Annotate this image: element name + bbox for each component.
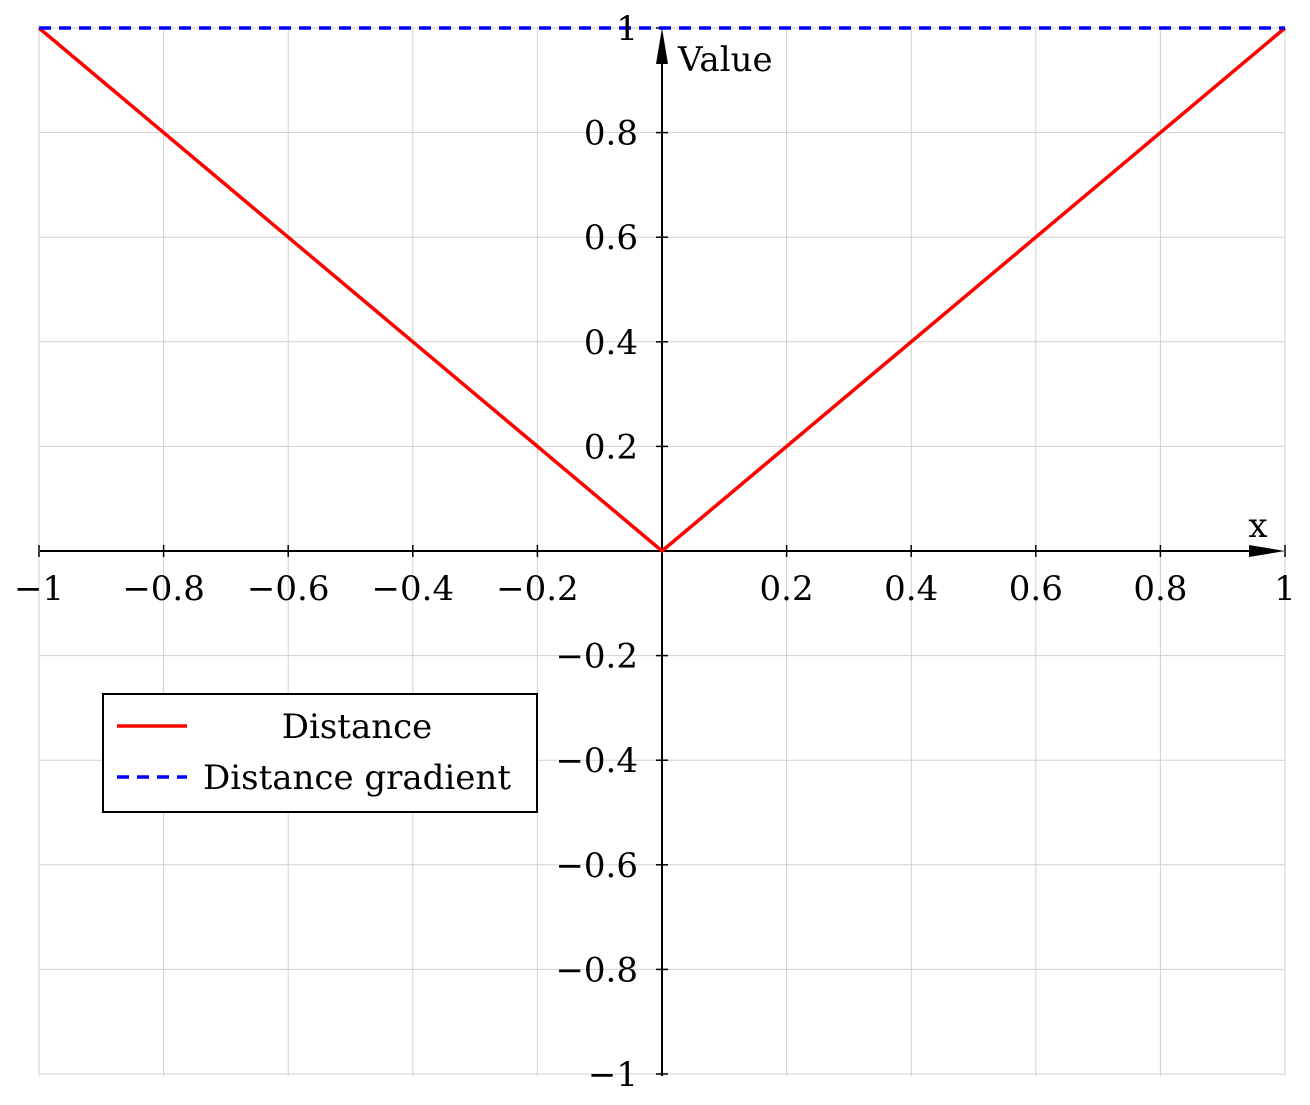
x-tick-label: −0.2	[496, 569, 579, 609]
x-tick-label: −0.8	[122, 569, 205, 609]
legend-label-1: Distance gradient	[203, 758, 511, 798]
y-axis-title: Value	[677, 40, 773, 80]
legend-label-0: Distance	[282, 707, 433, 747]
x-tick-label: 0.4	[884, 569, 938, 609]
x-tick-label: −0.4	[372, 569, 455, 609]
series	[37, 26, 1287, 553]
x-tick-label: 0.8	[1133, 569, 1187, 609]
legend: Distance Distance gradient	[102, 693, 538, 813]
y-tick-label: −0.6	[555, 846, 638, 886]
y-tick-label: −0.2	[555, 637, 638, 677]
y-axis-arrow-icon	[656, 28, 668, 64]
x-tick-label: 1	[1274, 569, 1296, 609]
x-tick-label: −0.6	[247, 569, 330, 609]
y-tick-label: −0.8	[555, 950, 638, 990]
y-tick-label: 0.6	[584, 218, 638, 258]
x-tick-label: 0.2	[760, 569, 814, 609]
tick-labels: −1 −0.8 −0.6 −0.4 −0.2 0.2 0.4 0.6 0.8 1 1 0.8 0.6 0.…	[14, 9, 1296, 1095]
series-line-0	[37, 26, 1287, 553]
y-tick-label: 1	[616, 9, 638, 49]
y-tick-label: 0.2	[584, 427, 638, 467]
y-tick-label: 0.4	[584, 323, 638, 363]
x-axis-arrow-icon	[1249, 545, 1285, 557]
y-tick-label: 0.8	[584, 114, 638, 154]
x-tick-label: 0.6	[1009, 569, 1063, 609]
x-axis-title: x	[1248, 506, 1267, 546]
x-tick-label: −1	[14, 569, 64, 609]
y-tick-label: −1	[588, 1055, 638, 1095]
legend-box	[102, 693, 538, 813]
y-tick-label: −0.4	[555, 741, 638, 781]
